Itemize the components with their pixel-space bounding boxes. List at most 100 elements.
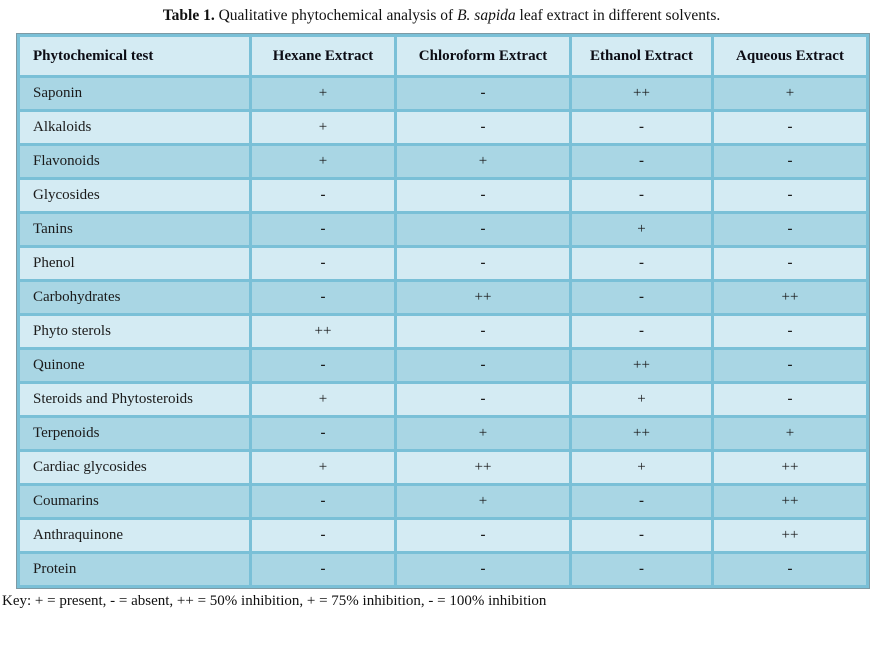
cell-value: -	[394, 313, 572, 350]
cell-value: -	[394, 347, 572, 384]
column-header-phytochemical-test: Phytochemical test	[17, 34, 252, 78]
table-caption-text-2: leaf extract in different solvents.	[515, 7, 721, 24]
table-row: Glycosides - - - -	[17, 177, 869, 214]
cell-value: ++	[569, 415, 714, 452]
phytochemical-name: Steroids and Phytosteroids	[17, 381, 252, 418]
cell-value: -	[394, 381, 572, 418]
table-row: Steroids and Phytosteroids + - + -	[17, 381, 869, 418]
table-row: Protein - - - -	[17, 551, 869, 588]
cell-value: -	[711, 109, 869, 146]
phytochemical-name: Cardiac glycosides	[17, 449, 252, 486]
cell-value: +	[249, 109, 397, 146]
cell-value: ++	[711, 483, 869, 520]
cell-value: +	[249, 449, 397, 486]
cell-value: ++	[569, 75, 714, 112]
cell-value: ++	[394, 279, 572, 316]
phytochemical-name: Tanins	[17, 211, 252, 248]
cell-value: +	[711, 415, 869, 452]
cell-value: ++	[394, 449, 572, 486]
phytochemical-name: Quinone	[17, 347, 252, 384]
table-row: Tanins - - + -	[17, 211, 869, 248]
cell-value: +	[569, 449, 714, 486]
phytochemical-table: Phytochemical test Hexane Extract Chloro…	[16, 33, 870, 589]
table-row: Quinone - - ++ -	[17, 347, 869, 384]
cell-value: -	[249, 177, 397, 214]
table-row: Coumarins - + - ++	[17, 483, 869, 520]
cell-value: +	[394, 143, 572, 180]
cell-value: -	[569, 551, 714, 588]
column-header-hexane-extract: Hexane Extract	[249, 34, 397, 78]
cell-value: +	[394, 483, 572, 520]
cell-value: +	[569, 211, 714, 248]
cell-value: -	[569, 483, 714, 520]
cell-value: -	[711, 177, 869, 214]
cell-value: -	[394, 75, 572, 112]
cell-value: -	[711, 347, 869, 384]
phytochemical-name: Flavonoids	[17, 143, 252, 180]
cell-value: -	[711, 245, 869, 282]
cell-value: -	[711, 551, 869, 588]
cell-value: -	[394, 551, 572, 588]
cell-value: -	[711, 211, 869, 248]
cell-value: -	[569, 517, 714, 554]
table-row: Saponin + - ++ +	[17, 75, 869, 112]
cell-value: ++	[569, 347, 714, 384]
cell-value: +	[249, 381, 397, 418]
table-caption-text-1: Qualitative phytochemical analysis of	[214, 7, 458, 24]
cell-value: -	[569, 279, 714, 316]
cell-value: ++	[249, 313, 397, 350]
phytochemical-name: Terpenoids	[17, 415, 252, 452]
table-body: Saponin + - ++ + Alkaloids + - - - Flavo…	[17, 75, 869, 588]
cell-value: -	[249, 551, 397, 588]
cell-value: -	[569, 109, 714, 146]
cell-value: -	[569, 177, 714, 214]
phytochemical-name: Coumarins	[17, 483, 252, 520]
cell-value: -	[394, 177, 572, 214]
cell-value: ++	[711, 279, 869, 316]
column-header-chloroform-extract: Chloroform Extract	[394, 34, 572, 78]
cell-value: +	[569, 381, 714, 418]
phytochemical-name: Alkaloids	[17, 109, 252, 146]
column-header-ethanol-extract: Ethanol Extract	[569, 34, 714, 78]
cell-value: +	[249, 75, 397, 112]
cell-value: -	[569, 245, 714, 282]
phytochemical-name: Phyto sterols	[17, 313, 252, 350]
table-caption-label: Table 1.	[162, 7, 215, 24]
column-header-aqueous-extract: Aqueous Extract	[711, 34, 869, 78]
phytochemical-name: Glycosides	[17, 177, 252, 214]
phytochemical-name: Anthraquinone	[17, 517, 252, 554]
table-caption-species: B. sapida	[457, 7, 516, 24]
cell-value: ++	[711, 449, 869, 486]
table-row: Carbohydrates - ++ - ++	[17, 279, 869, 316]
cell-value: -	[249, 245, 397, 282]
table-row: Alkaloids + - - -	[17, 109, 869, 146]
phytochemical-name: Protein	[17, 551, 252, 588]
table-row: Anthraquinone - - - ++	[17, 517, 869, 554]
cell-value: -	[249, 483, 397, 520]
cell-value: -	[711, 381, 869, 418]
cell-value: -	[249, 517, 397, 554]
cell-value: -	[711, 143, 869, 180]
cell-value: -	[569, 143, 714, 180]
table-row: Cardiac glycosides + ++ + ++	[17, 449, 869, 486]
cell-value: -	[394, 517, 572, 554]
cell-value: -	[249, 415, 397, 452]
cell-value: +	[711, 75, 869, 112]
cell-value: -	[569, 313, 714, 350]
table-row: Flavonoids + + - -	[17, 143, 869, 180]
cell-value: ++	[711, 517, 869, 554]
cell-value: -	[249, 211, 397, 248]
cell-value: -	[394, 109, 572, 146]
cell-value: -	[249, 347, 397, 384]
cell-value: -	[711, 313, 869, 350]
table-key: Key: + = present, - = absent, ++ = 50% i…	[2, 593, 547, 609]
table-row: Phyto sterols ++ - - -	[17, 313, 869, 350]
cell-value: +	[394, 415, 572, 452]
phytochemical-name: Phenol	[17, 245, 252, 282]
phytochemical-name: Carbohydrates	[17, 279, 252, 316]
table-caption: Table 1. Qualitative phytochemical analy…	[0, 0, 883, 25]
cell-value: -	[394, 245, 572, 282]
cell-value: +	[249, 143, 397, 180]
table-row: Phenol - - - -	[17, 245, 869, 282]
